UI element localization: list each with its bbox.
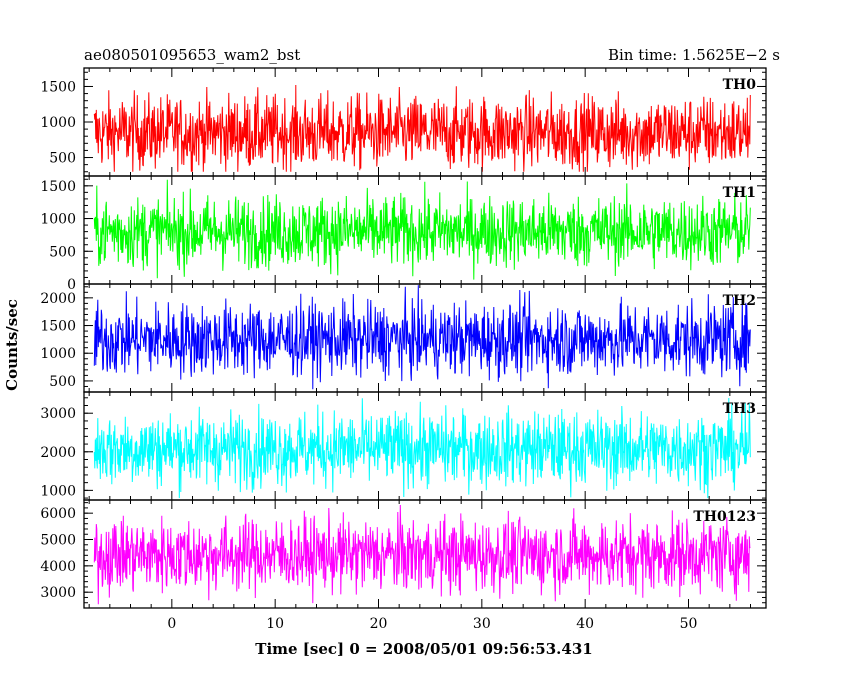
y-tick-label: 3000 (40, 585, 76, 601)
panel-label: TH0123 (693, 509, 756, 525)
chart-title: ae080501095653_wam2_bst (84, 46, 300, 64)
y-tick-label: 500 (49, 244, 76, 260)
panel-th0123: 3000 4000 5000 6000 TH0123 (40, 499, 767, 609)
panel-label: TH2 (723, 293, 756, 309)
x-tick-label: 40 (576, 616, 594, 632)
y-tick-label: 1500 (40, 319, 76, 335)
panel-th0: 500 1000 1500 TH0 (40, 67, 767, 177)
panel-label: TH3 (723, 401, 756, 417)
panel-frame (83, 499, 767, 609)
panel-th3: 1000 2000 3000 TH3 (40, 391, 767, 501)
x-tick-label: 0 (167, 616, 176, 632)
panel-th1: 0 500 1000 1500 TH1 (40, 175, 767, 293)
x-tick-label: 30 (473, 616, 491, 632)
x-tick-label: 50 (680, 616, 698, 632)
y-tick-label: 1000 (40, 346, 76, 362)
series-th3 (93, 397, 751, 499)
series-th0123 (93, 504, 751, 605)
y-tick-label: 500 (49, 374, 76, 390)
x-axis-title: Time [sec] 0 = 2008/05/01 09:56:53.431 (255, 640, 592, 658)
y-axis-title: Counts/sec (3, 299, 21, 391)
y-tick-label: 1000 (40, 212, 76, 228)
y-tick-label: 0 (67, 277, 76, 293)
bin-time-label: Bin time: 1.5625E−2 s (608, 46, 780, 64)
y-tick-label: 3000 (40, 406, 76, 422)
y-tick-label: 1500 (40, 179, 76, 195)
y-tick-label: 1000 (40, 115, 76, 131)
panel-label: TH1 (723, 185, 756, 201)
series-th2 (93, 285, 751, 390)
y-tick-label: 1500 (40, 79, 76, 95)
y-tick-label: 4000 (40, 559, 76, 575)
series-th1 (93, 179, 751, 280)
x-tick-labels: 0 10 20 30 40 50 (167, 616, 697, 632)
panel-label: TH0 (723, 77, 757, 93)
x-tick-label: 20 (370, 616, 388, 632)
y-tick-label: 2000 (40, 291, 76, 307)
x-tick-label: 10 (266, 616, 284, 632)
y-tick-label: 1000 (40, 483, 76, 499)
y-tick-label: 2000 (40, 445, 76, 461)
panel-th2: 500 1000 1500 2000 TH2 (40, 283, 767, 393)
y-tick-label: 5000 (40, 533, 76, 549)
series-th0 (93, 84, 751, 172)
y-tick-label: 6000 (40, 506, 76, 522)
y-tick-label: 500 (49, 151, 76, 167)
